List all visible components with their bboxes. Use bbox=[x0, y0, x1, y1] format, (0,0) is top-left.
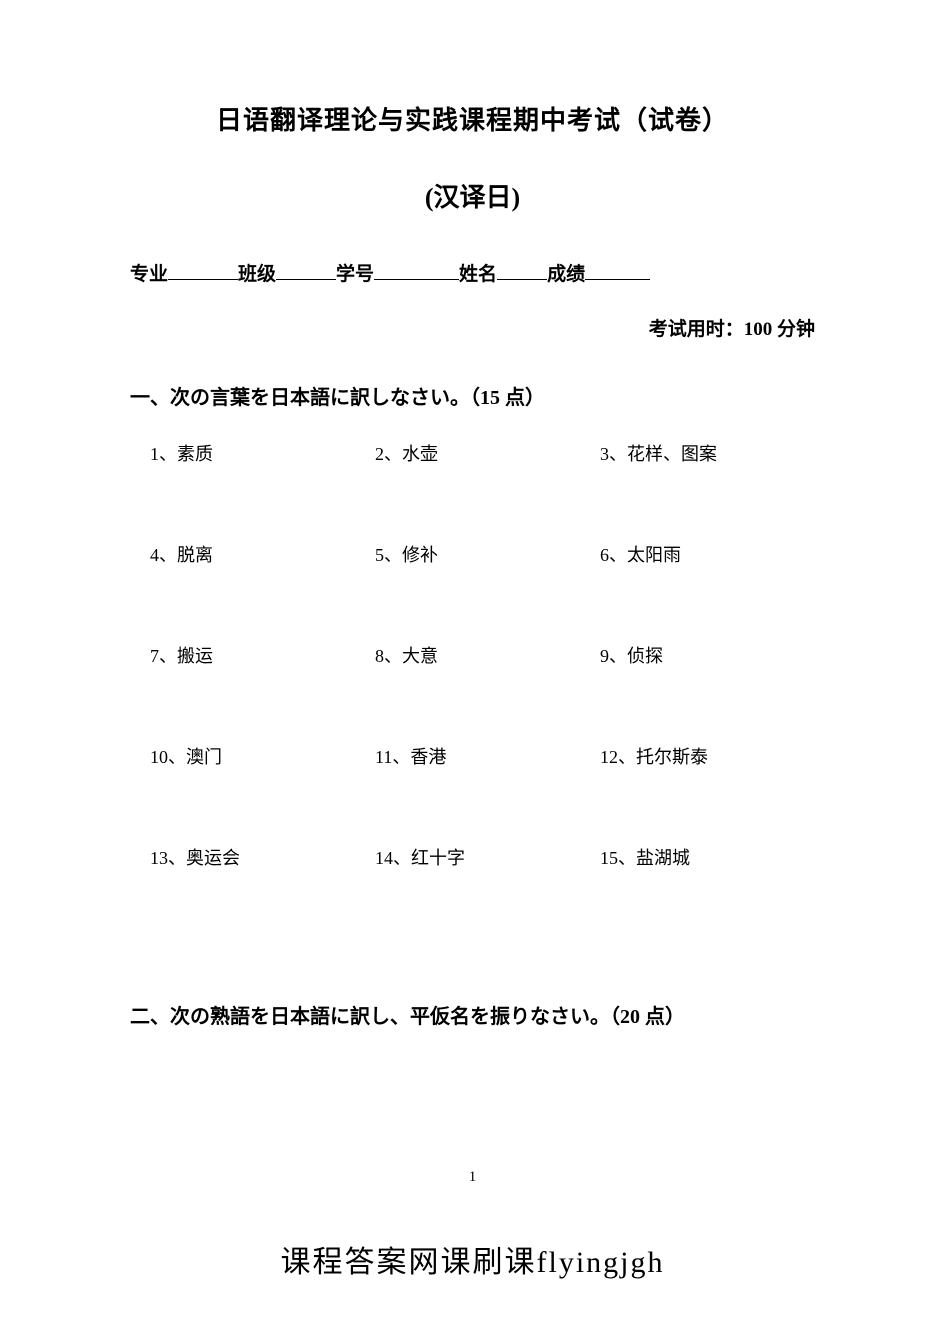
major-label: 专业 bbox=[130, 259, 168, 286]
id-blank bbox=[374, 261, 459, 280]
footer-text: 课程答案网课刷课flyingjgh bbox=[0, 1237, 945, 1281]
vocab-item: 1、素质 bbox=[150, 440, 365, 466]
section-1-heading: 一、次の言葉を日本語に訳しなさい。（15 点） bbox=[130, 381, 815, 410]
student-info-line: 专业 班级 学号 姓名 成绩 bbox=[130, 259, 815, 286]
vocab-item: 14、红十字 bbox=[375, 844, 590, 870]
id-label: 学号 bbox=[336, 259, 374, 286]
class-blank bbox=[276, 261, 336, 280]
exam-title-sub: (汉译日) bbox=[130, 177, 815, 214]
class-label: 班级 bbox=[238, 259, 276, 286]
vocab-item: 9、侦探 bbox=[600, 642, 815, 668]
vocab-item: 11、香港 bbox=[375, 743, 590, 769]
name-blank bbox=[497, 261, 547, 280]
score-blank bbox=[585, 261, 650, 280]
page-number: 1 bbox=[0, 1169, 945, 1186]
vocab-grid: 1、素质 2、水壶 3、花样、图案 4、脱离 5、修补 6、太阳雨 7、搬运 8… bbox=[130, 440, 815, 870]
exam-duration: 考试用时：100 分钟 bbox=[130, 314, 815, 341]
vocab-item: 12、托尔斯泰 bbox=[600, 743, 815, 769]
section-2-heading: 二、次の熟語を日本語に訳し、平仮名を振りなさい。（20 点） bbox=[130, 1000, 815, 1029]
vocab-item: 10、澳门 bbox=[150, 743, 365, 769]
exam-title-main: 日语翻译理论与实践课程期中考试（试卷） bbox=[130, 100, 815, 137]
vocab-item: 5、修补 bbox=[375, 541, 590, 567]
vocab-item: 4、脱离 bbox=[150, 541, 365, 567]
vocab-item: 7、搬运 bbox=[150, 642, 365, 668]
vocab-item: 3、花样、图案 bbox=[600, 440, 815, 466]
score-label: 成绩 bbox=[547, 259, 585, 286]
major-blank bbox=[168, 261, 238, 280]
vocab-item: 8、大意 bbox=[375, 642, 590, 668]
vocab-item: 6、太阳雨 bbox=[600, 541, 815, 567]
vocab-item: 2、水壶 bbox=[375, 440, 590, 466]
name-label: 姓名 bbox=[459, 259, 497, 286]
vocab-item: 13、奥运会 bbox=[150, 844, 365, 870]
vocab-item: 15、盐湖城 bbox=[600, 844, 815, 870]
